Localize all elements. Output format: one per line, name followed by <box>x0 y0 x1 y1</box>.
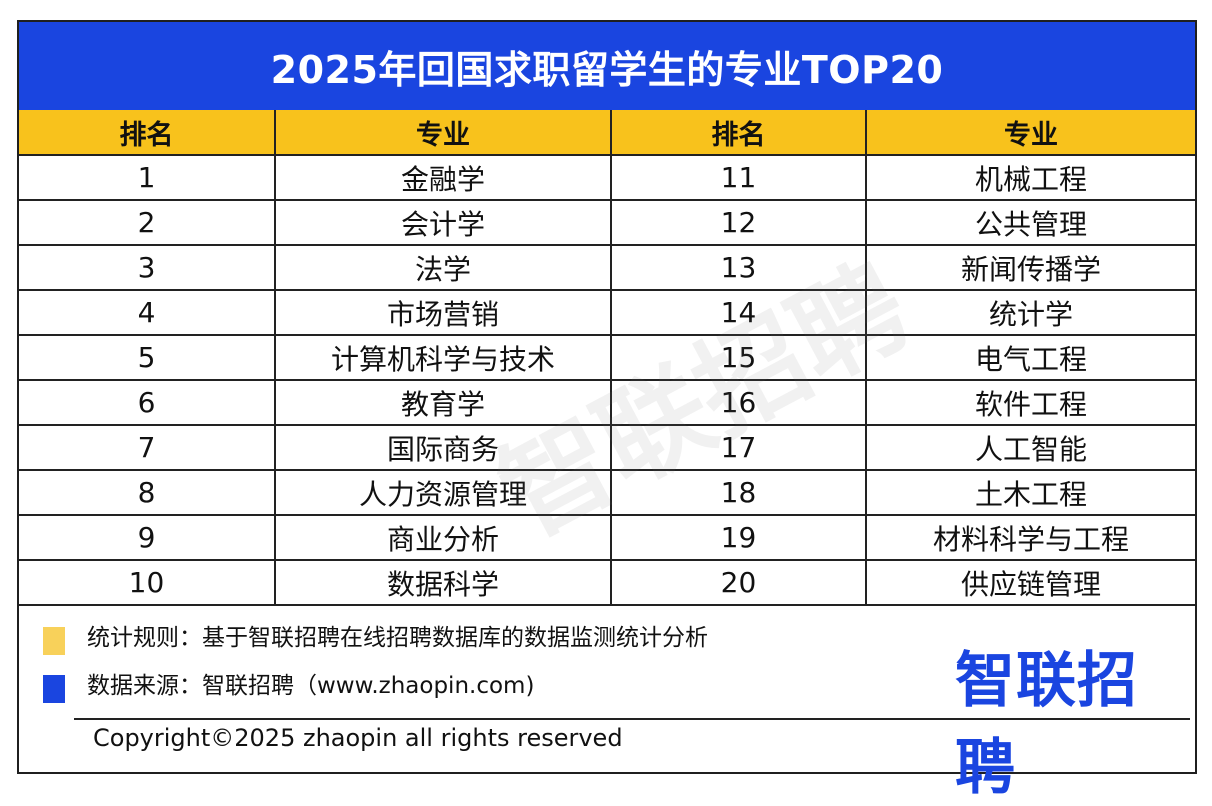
table-row: 7 国际商务 17 人工智能 <box>19 424 1195 471</box>
rank-cell: 1 <box>19 154 276 201</box>
major-cell: 机械工程 <box>865 154 1195 201</box>
major-cell: 新闻传播学 <box>865 244 1195 291</box>
major-cell: 公共管理 <box>865 199 1195 246</box>
table-row: 3 法学 13 新闻传播学 <box>19 244 1195 291</box>
table-header-row: 排名 专业 排名 专业 <box>19 110 1195 156</box>
rank-cell: 6 <box>19 379 276 426</box>
legend-rule: 统计规则：基于智联招聘在线招聘数据库的数据监测统计分析 <box>43 620 708 655</box>
rank-cell: 12 <box>610 199 867 246</box>
major-cell: 人工智能 <box>865 424 1195 471</box>
header-major-left: 专业 <box>274 110 612 156</box>
rank-cell: 7 <box>19 424 276 471</box>
rank-cell: 10 <box>19 559 276 606</box>
major-cell: 供应链管理 <box>865 559 1195 606</box>
table-row: 2 会计学 12 公共管理 <box>19 199 1195 246</box>
rank-cell: 20 <box>610 559 867 606</box>
rank-cell: 5 <box>19 334 276 381</box>
rank-cell: 4 <box>19 289 276 336</box>
legend-source: 数据来源：智联招聘（www.zhaopin.com) <box>43 668 535 703</box>
rank-cell: 18 <box>610 469 867 516</box>
yellow-swatch-icon <box>43 627 65 655</box>
rank-cell: 9 <box>19 514 276 561</box>
major-cell: 人力资源管理 <box>274 469 612 516</box>
major-cell: 软件工程 <box>865 379 1195 426</box>
rank-cell: 14 <box>610 289 867 336</box>
rank-cell: 11 <box>610 154 867 201</box>
rank-cell: 2 <box>19 199 276 246</box>
rank-cell: 16 <box>610 379 867 426</box>
ranking-table: 排名 专业 排名 专业 1 金融学 11 机械工程 2 会计学 12 公共管理 … <box>19 110 1195 606</box>
major-cell: 统计学 <box>865 289 1195 336</box>
table-row: 9 商业分析 19 材料科学与工程 <box>19 514 1195 561</box>
major-cell: 电气工程 <box>865 334 1195 381</box>
header-major-right: 专业 <box>865 110 1195 156</box>
copyright-text: Copyright©2025 zhaopin all rights reserv… <box>93 724 623 752</box>
major-cell: 金融学 <box>274 154 612 201</box>
major-cell: 会计学 <box>274 199 612 246</box>
table-row: 5 计算机科学与技术 15 电气工程 <box>19 334 1195 381</box>
rank-cell: 17 <box>610 424 867 471</box>
header-rank-left: 排名 <box>19 110 276 156</box>
major-cell: 计算机科学与技术 <box>274 334 612 381</box>
footer-divider <box>74 718 1190 720</box>
blue-swatch-icon <box>43 675 65 703</box>
major-cell: 土木工程 <box>865 469 1195 516</box>
rank-cell: 8 <box>19 469 276 516</box>
rank-cell: 15 <box>610 334 867 381</box>
table-row: 4 市场营销 14 统计学 <box>19 289 1195 336</box>
infographic-card: 2025年回国求职留学生的专业TOP20 排名 专业 排名 专业 1 金融学 1… <box>17 20 1197 803</box>
table-row: 8 人力资源管理 18 土木工程 <box>19 469 1195 516</box>
brand-logo: 智联招聘 <box>955 646 1138 803</box>
major-cell: 教育学 <box>274 379 612 426</box>
rank-cell: 19 <box>610 514 867 561</box>
rank-cell: 13 <box>610 244 867 291</box>
major-cell: 数据科学 <box>274 559 612 606</box>
major-cell: 市场营销 <box>274 289 612 336</box>
header-rank-right: 排名 <box>610 110 867 156</box>
table-row: 10 数据科学 20 供应链管理 <box>19 559 1195 606</box>
page-title: 2025年回国求职留学生的专业TOP20 <box>19 22 1195 110</box>
major-cell: 法学 <box>274 244 612 291</box>
table-row: 1 金融学 11 机械工程 <box>19 154 1195 201</box>
major-cell: 材料科学与工程 <box>865 514 1195 561</box>
source-note: 数据来源：智联招聘（www.zhaopin.com) <box>87 673 535 699</box>
rank-cell: 3 <box>19 244 276 291</box>
major-cell: 国际商务 <box>274 424 612 471</box>
rule-note: 统计规则：基于智联招聘在线招聘数据库的数据监测统计分析 <box>87 625 708 651</box>
major-cell: 商业分析 <box>274 514 612 561</box>
table-row: 6 教育学 16 软件工程 <box>19 379 1195 426</box>
